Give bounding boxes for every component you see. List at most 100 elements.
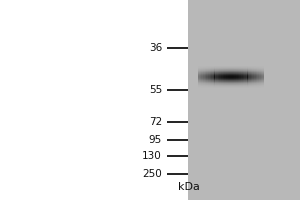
Bar (200, 79, 201, 80)
Bar (205, 82, 206, 83)
Bar (214, 69, 216, 70)
Bar (214, 84, 216, 85)
Bar (228, 84, 229, 85)
Bar (241, 76, 242, 77)
Bar (241, 70, 242, 71)
Bar (221, 77, 223, 78)
Bar (218, 68, 219, 69)
Bar (259, 79, 261, 80)
Bar (198, 67, 264, 68)
Bar (205, 76, 206, 77)
Bar (244, 72, 246, 73)
Bar (246, 66, 247, 67)
Bar (248, 72, 249, 73)
Bar (230, 78, 231, 79)
Bar (200, 70, 201, 71)
Bar (230, 82, 231, 83)
Bar (233, 77, 234, 78)
Bar (218, 79, 219, 80)
Bar (223, 74, 224, 75)
Bar (198, 82, 200, 83)
Bar (239, 79, 241, 80)
Bar (233, 78, 234, 79)
Bar (218, 77, 219, 78)
Bar (216, 77, 218, 78)
Bar (248, 70, 249, 71)
Bar (262, 66, 264, 67)
Bar (218, 66, 219, 67)
Bar (228, 73, 229, 74)
Bar (216, 79, 218, 80)
Bar (238, 74, 239, 75)
Bar (239, 80, 241, 81)
Bar (208, 71, 209, 72)
Bar (214, 83, 216, 84)
Bar (208, 80, 209, 81)
Bar (234, 87, 236, 88)
Bar (206, 78, 208, 79)
Bar (220, 74, 221, 75)
Bar (224, 73, 226, 74)
Bar (200, 68, 201, 69)
Bar (216, 69, 218, 70)
Bar (256, 66, 257, 67)
Bar (201, 80, 203, 81)
Bar (218, 84, 219, 85)
Bar (228, 72, 229, 73)
Bar (251, 82, 252, 83)
Bar (208, 87, 209, 88)
Bar (244, 68, 246, 69)
Bar (206, 87, 208, 88)
Bar (218, 83, 219, 84)
Bar (208, 79, 209, 80)
Bar (213, 74, 214, 75)
Bar (234, 77, 236, 78)
Bar (241, 87, 242, 88)
Bar (261, 82, 262, 83)
Bar (244, 87, 246, 88)
Bar (248, 81, 249, 82)
Bar (201, 68, 203, 69)
Bar (249, 76, 251, 77)
Bar (244, 79, 246, 80)
Bar (253, 74, 254, 75)
Bar (253, 82, 254, 83)
Bar (256, 74, 257, 75)
Bar (256, 87, 257, 88)
Bar (254, 80, 256, 81)
Bar (206, 72, 208, 73)
Bar (223, 78, 224, 79)
Bar (253, 70, 254, 71)
Bar (226, 70, 228, 71)
Bar (261, 74, 262, 75)
Bar (254, 79, 256, 80)
Bar (241, 85, 242, 86)
Bar (205, 87, 206, 88)
Bar (238, 80, 239, 81)
Bar (226, 73, 228, 74)
Bar (238, 73, 239, 74)
Bar (243, 74, 244, 75)
Bar (254, 66, 256, 67)
Bar (210, 82, 211, 83)
Bar (208, 69, 209, 70)
Bar (228, 71, 229, 72)
Bar (224, 75, 226, 76)
Bar (220, 68, 221, 69)
Bar (249, 85, 251, 86)
Bar (262, 73, 264, 74)
Bar (233, 87, 234, 88)
Bar (203, 78, 205, 79)
Bar (249, 77, 251, 78)
Bar (218, 74, 219, 75)
Bar (224, 85, 226, 86)
Bar (206, 74, 208, 75)
Bar (262, 67, 264, 68)
Bar (218, 75, 219, 76)
Text: 55: 55 (149, 85, 162, 95)
Bar (216, 72, 218, 73)
Bar (198, 77, 200, 78)
Bar (261, 68, 262, 69)
Bar (203, 69, 205, 70)
Bar (239, 76, 241, 77)
